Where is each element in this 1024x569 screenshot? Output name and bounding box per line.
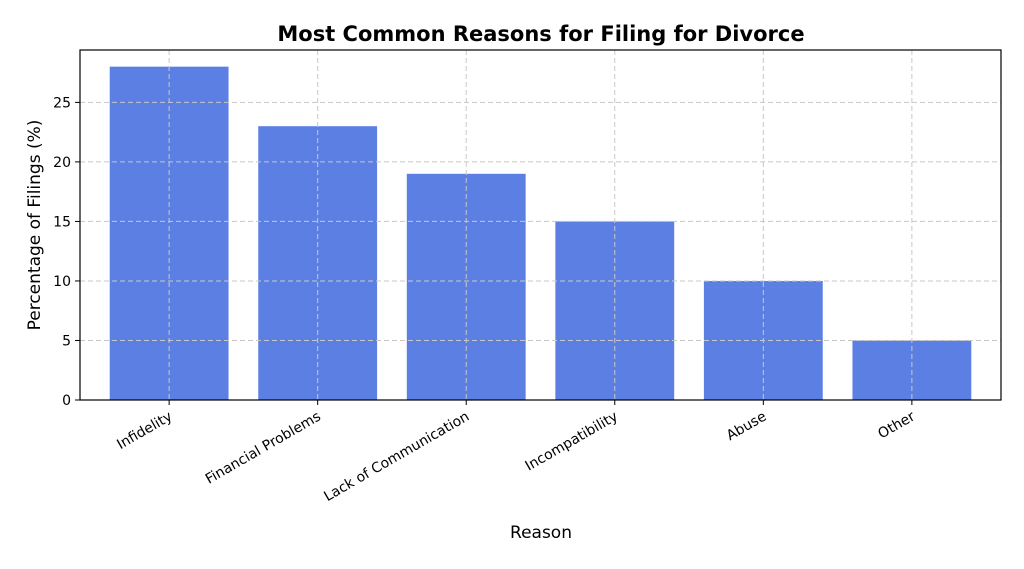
grid-lines [80,50,1001,400]
x-axis-label: Reason [510,523,572,543]
y-tick-label: 5 [62,333,71,349]
y-tick-label: 25 [53,95,71,111]
y-tick-label: 10 [53,274,71,290]
bars [109,66,972,401]
x-tick-label: Financial Problems [203,409,324,488]
x-tick-label: Lack of Communication [321,409,472,505]
plot-area-frame [79,49,1002,401]
x-tick-label: Infidelity [114,409,175,453]
chart-title: Most Common Reasons for Filing for Divor… [277,22,804,46]
x-tick-label: Other [875,408,918,442]
y-tick-label: 15 [53,214,71,230]
y-tick-label: 0 [62,393,71,409]
y-axis-label: Percentage of Filings (%) [25,120,45,331]
x-tick-label: Abuse [724,409,769,444]
x-tick-label: Incompatibility [523,409,621,475]
y-tick-label: 20 [53,155,71,171]
